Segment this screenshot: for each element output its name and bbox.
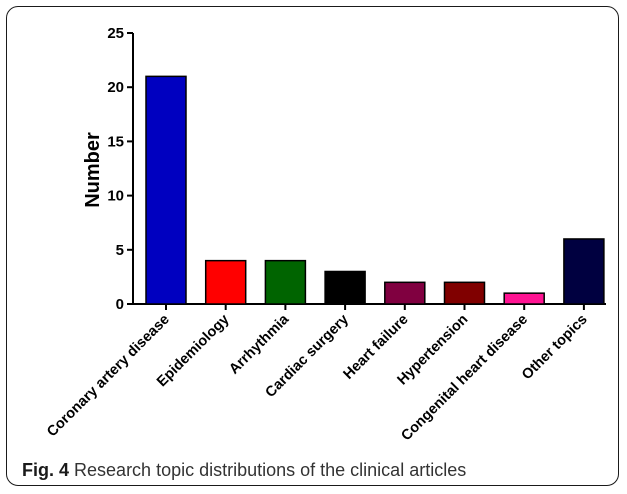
bar-congenital-heart-disease [503,292,545,305]
bar-cardiac-surgery [324,270,366,305]
y-tick-label: 0 [116,296,124,313]
bar-hypertension [443,281,486,305]
bar-heart-failure [384,281,426,305]
y-tick-label: 5 [116,242,124,259]
bar-coronary-artery-disease [145,75,187,305]
caption-text: Research topic distributions of the clin… [74,460,467,480]
y-axis-title: Number [82,132,104,208]
figure-label: Fig. 4 [22,460,70,480]
bar-epidemiology [204,259,247,305]
bar-other-topics [563,238,605,305]
figure-caption: Fig. 4 Research topic distributions of t… [22,460,466,481]
bar-arrhythmia [264,259,307,305]
x-axis [133,303,606,310]
y-tick-label: 25 [107,25,124,42]
category-labels: Coronary artery diseaseEpidemiologyArrhy… [44,311,591,444]
figure-frame [6,6,619,486]
bars [145,75,605,305]
y-axis: 0 5 10 15 20 25 [107,25,134,313]
category-label: Congenital heart disease [398,312,531,445]
y-tick-label: 20 [107,79,124,96]
y-tick-label: 10 [107,188,124,205]
y-tick-label: 15 [107,133,124,150]
category-label: Coronary artery disease [44,312,173,441]
category-label: Arrhythmia [226,311,293,378]
